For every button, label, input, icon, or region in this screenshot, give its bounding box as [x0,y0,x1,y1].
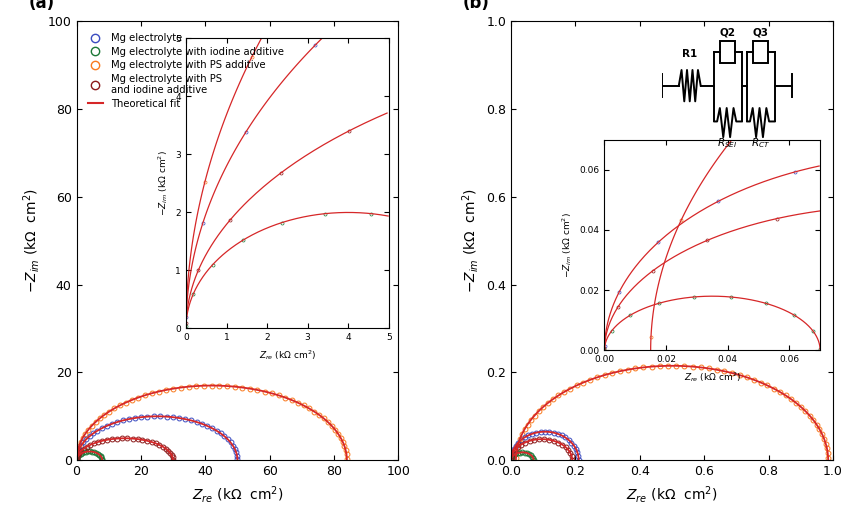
Text: (b): (b) [462,0,490,12]
Text: (a): (a) [28,0,54,12]
X-axis label: $Z_{re}$ (k$\Omega$  cm$^2$): $Z_{re}$ (k$\Omega$ cm$^2$) [626,484,717,505]
Y-axis label: $- Z_{im}$ (k$\Omega$  cm$^2$): $- Z_{im}$ (k$\Omega$ cm$^2$) [460,188,480,293]
Y-axis label: $- Z_{im}$ (k$\Omega$  cm$^2$): $- Z_{im}$ (k$\Omega$ cm$^2$) [21,188,42,293]
X-axis label: $Z_{re}$ (k$\Omega$  cm$^2$): $Z_{re}$ (k$\Omega$ cm$^2$) [192,484,283,505]
Legend: Mg electrolyte, Mg electrolyte with iodine additive, Mg electrolyte with PS addi: Mg electrolyte, Mg electrolyte with iodi… [85,30,286,112]
